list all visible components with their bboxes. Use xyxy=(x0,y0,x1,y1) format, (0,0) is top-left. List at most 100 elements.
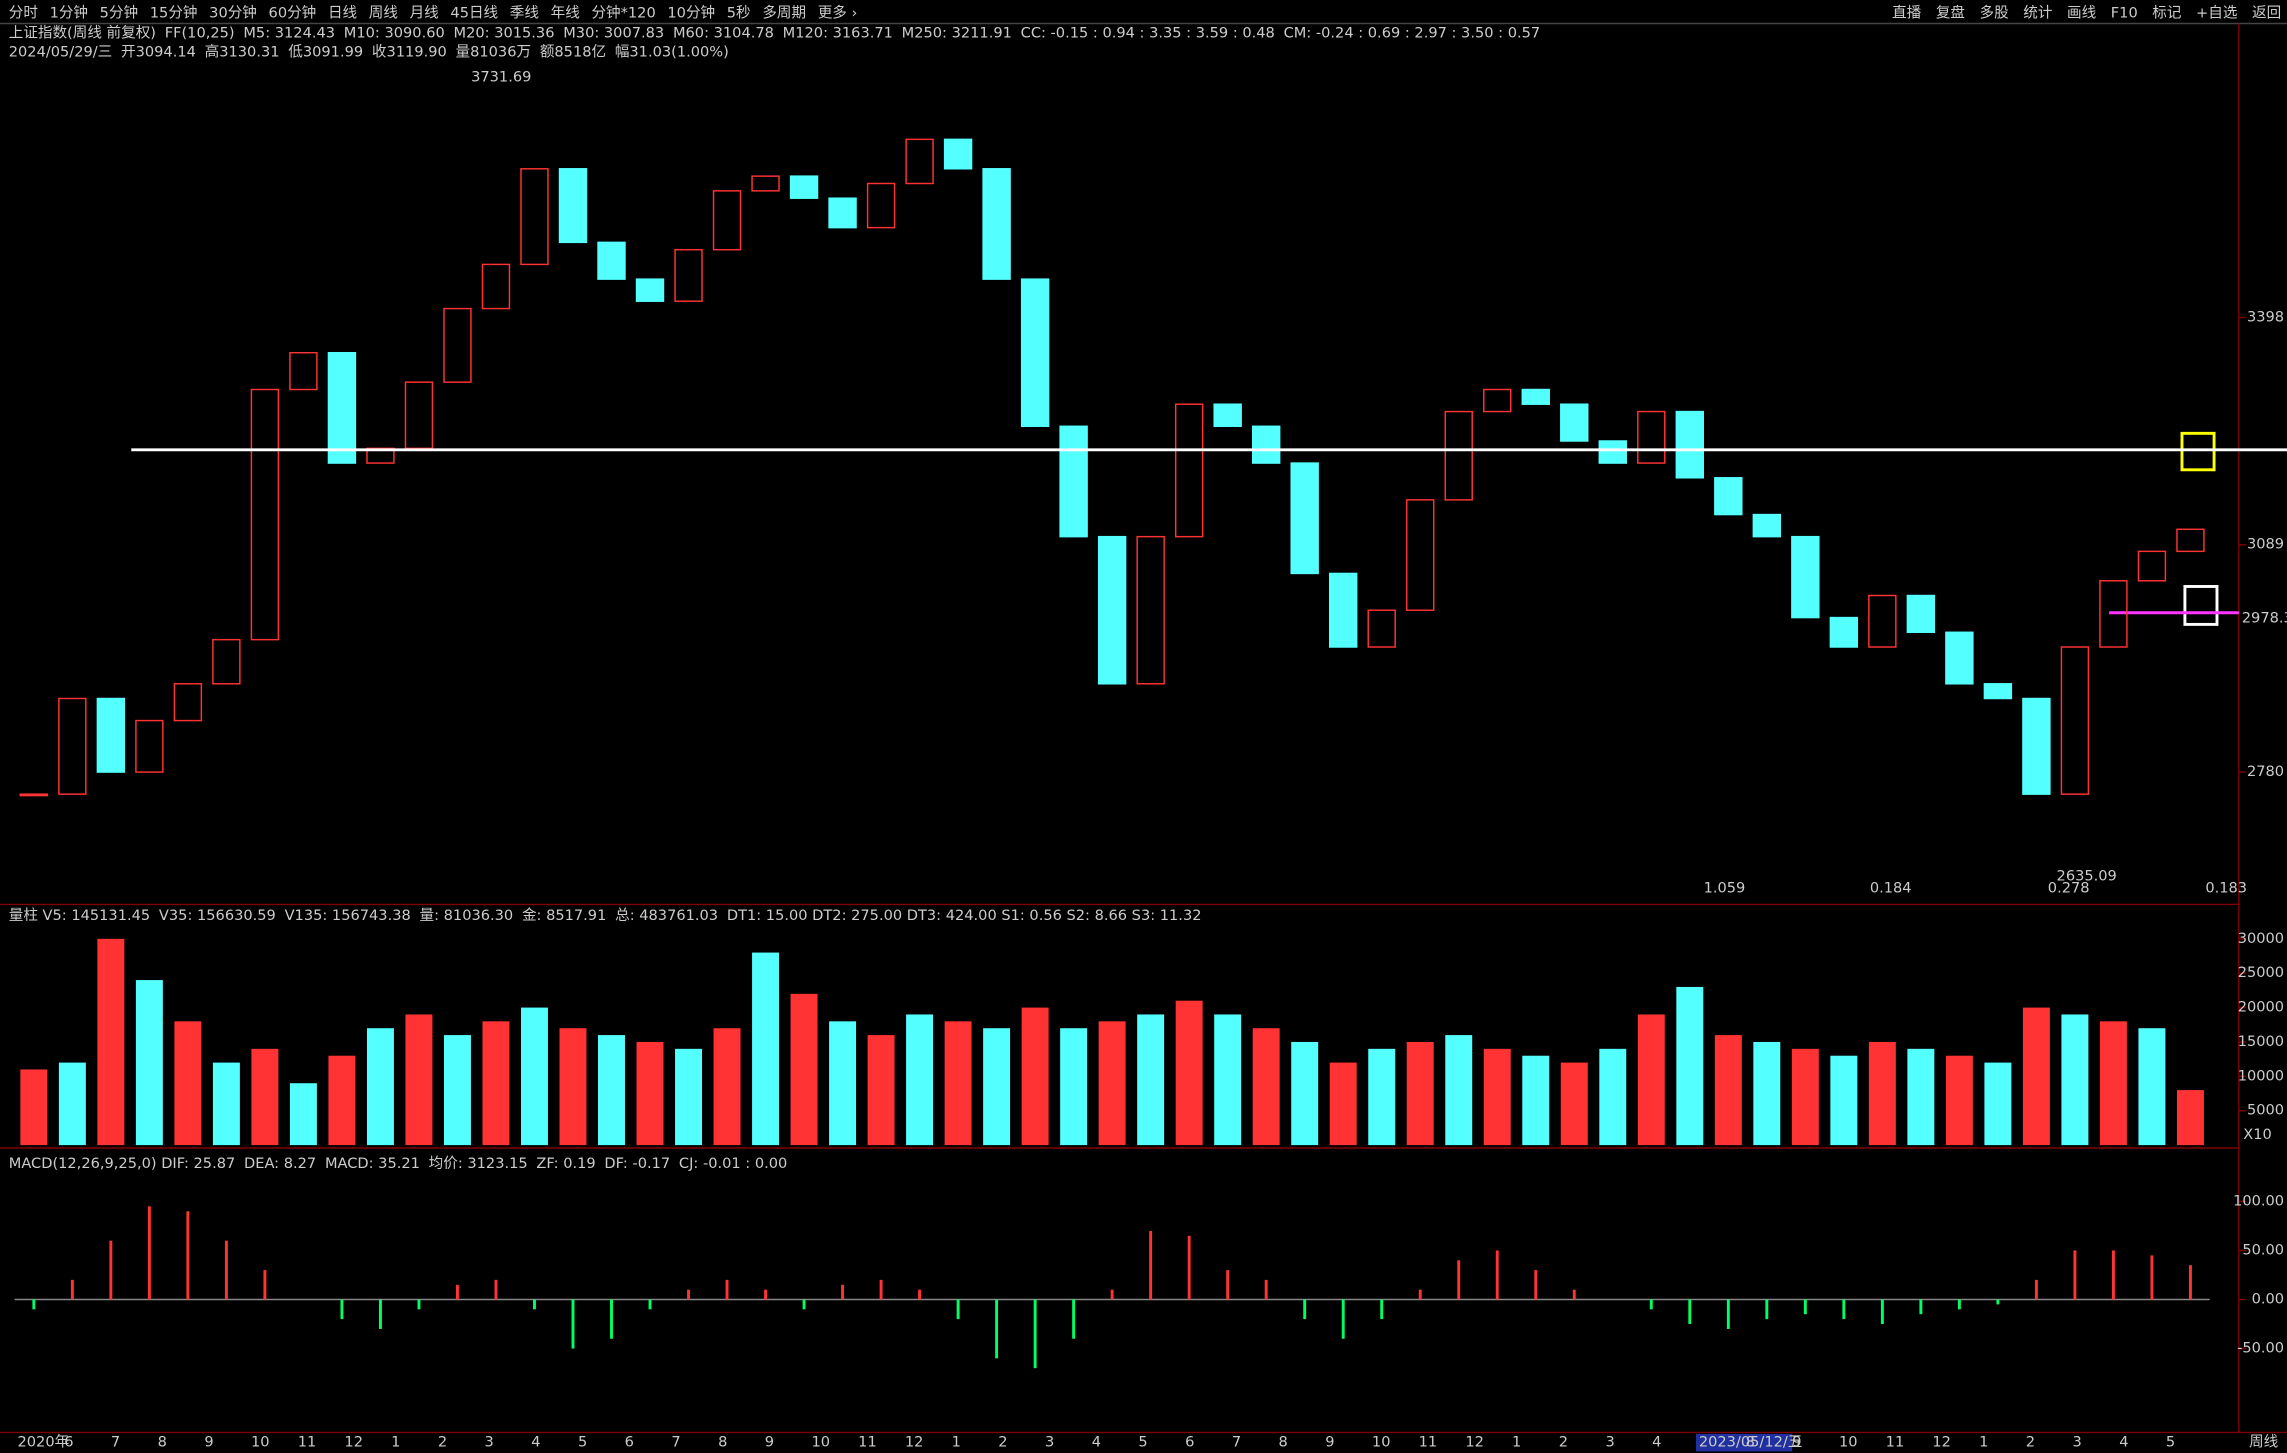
info-text: M20: 3015.36 xyxy=(454,25,555,42)
panel-header: DEA: 8.27 xyxy=(244,1155,316,1172)
macd-bar xyxy=(802,1299,806,1310)
macd-bar xyxy=(147,1206,151,1300)
x-tick-label: 7 xyxy=(671,1434,680,1451)
volume-bar xyxy=(944,1021,972,1146)
info-text: CM: -0.24 : 0.69 : 2.97 : 3.50 : 0.57 xyxy=(1284,25,1541,42)
macd-bar xyxy=(1996,1299,2000,1305)
volume-bar xyxy=(1060,1028,1088,1146)
toolbar-button[interactable]: 画线 xyxy=(2067,4,2097,21)
volume-bar xyxy=(1214,1014,1242,1146)
macd-bar xyxy=(918,1289,922,1300)
macd-bar xyxy=(186,1211,190,1300)
candle xyxy=(58,697,87,795)
candle xyxy=(635,278,665,302)
x-tick-label: 3 xyxy=(1605,1434,1614,1451)
volume-bar xyxy=(1329,1062,1357,1146)
candle xyxy=(481,263,511,310)
volume-bar xyxy=(1560,1062,1588,1146)
x-tick-label: 5 xyxy=(2166,1434,2175,1451)
period-label: 周线 xyxy=(2249,1434,2279,1451)
info-text: 幅31.03(1.00%) xyxy=(615,44,729,61)
toolbar-tab[interactable]: 5秒 xyxy=(727,4,751,21)
volume-bar xyxy=(174,1021,202,1146)
macd-bar xyxy=(1418,1289,1422,1300)
toolbar-button[interactable]: +自选 xyxy=(2196,4,2238,21)
toolbar-tab[interactable]: 45日线 xyxy=(450,4,498,21)
volume-bar xyxy=(1522,1055,1550,1146)
toolbar-tab[interactable]: 5分钟 xyxy=(100,4,138,21)
candle xyxy=(366,447,395,464)
macd-bar xyxy=(2073,1250,2077,1300)
toolbar-tab[interactable]: 30分钟 xyxy=(209,4,257,21)
toolbar-tab[interactable]: 分钟*120 xyxy=(591,4,655,21)
toolbar-tab[interactable]: 月线 xyxy=(410,4,440,21)
toolbar-tab[interactable]: 分时 xyxy=(9,4,39,21)
volume-bar xyxy=(559,1028,587,1146)
toolbar-button[interactable]: 复盘 xyxy=(1936,3,1965,21)
y-tick-label: 25000 xyxy=(2238,964,2284,981)
info-text: M5: 3124.43 xyxy=(243,25,335,42)
toolbar-tab[interactable]: 1分钟 xyxy=(50,4,88,21)
x-tick-label: 7 xyxy=(1232,1434,1241,1451)
macd-bar xyxy=(1957,1299,1961,1310)
toolbar-button[interactable]: 返回 xyxy=(2252,4,2281,21)
toolbar-button[interactable]: 多股 xyxy=(1980,4,2010,21)
panel-header: ZF: 0.19 xyxy=(536,1155,595,1172)
y-tick-label: 30000 xyxy=(2238,930,2284,947)
macd-bar xyxy=(1880,1299,1884,1325)
volume-bar xyxy=(2176,1090,2204,1146)
macd-bar xyxy=(1072,1299,1076,1339)
x-tick-label: 2 xyxy=(1559,1434,1568,1451)
volume-bar xyxy=(135,980,163,1146)
toolbar-tab[interactable]: 日线 xyxy=(328,4,358,21)
toolbar-tab[interactable]: 周线 xyxy=(369,4,399,21)
macd-bar xyxy=(725,1279,729,1300)
toolbar-tab[interactable]: 15分钟 xyxy=(150,4,198,21)
info-text: 量81036万 xyxy=(456,44,532,61)
candle xyxy=(1675,410,1705,479)
toolbar-tab[interactable]: 60分钟 xyxy=(269,4,317,21)
x-tick-label: 7 xyxy=(111,1434,120,1451)
macd-bar xyxy=(70,1279,74,1300)
macd-bar xyxy=(1457,1260,1461,1300)
candle xyxy=(135,719,164,773)
toolbar-tab[interactable]: 年线 xyxy=(551,4,581,21)
macd-bar xyxy=(1572,1289,1576,1300)
candle xyxy=(1251,425,1281,464)
candle xyxy=(1328,572,1358,648)
candle xyxy=(1637,410,1666,464)
candle xyxy=(2099,580,2128,648)
toolbar-tab[interactable]: 更多 › xyxy=(818,4,858,21)
macd-bar xyxy=(571,1299,575,1349)
x-tick-label: 1 xyxy=(1512,1434,1521,1451)
toolbar-button[interactable]: 直播 xyxy=(1892,4,1922,21)
toolbar-button[interactable]: 标记 xyxy=(2152,4,2182,21)
toolbar-button[interactable]: 统计 xyxy=(2023,4,2052,21)
toolbar-tab[interactable]: 多周期 xyxy=(762,4,806,21)
macd-bar xyxy=(2188,1265,2192,1300)
macd-bar xyxy=(1264,1279,1268,1300)
x-tick-label: 6 xyxy=(1185,1434,1194,1451)
x-tick-label: 12 xyxy=(905,1434,924,1451)
toolbar-tab[interactable]: 10分钟 xyxy=(667,4,715,21)
macd-bar xyxy=(1726,1299,1730,1329)
x-tick-label: 10 xyxy=(811,1434,830,1451)
x-tick-label: 9 xyxy=(1792,1434,1801,1451)
macd-bar xyxy=(1303,1299,1307,1320)
volume-bar xyxy=(20,1069,48,1146)
x-tick-label: 5 xyxy=(578,1434,587,1451)
toolbar-tab[interactable]: 季线 xyxy=(510,4,540,21)
info-text: M60: 3104.78 xyxy=(673,25,774,42)
macd-bar xyxy=(1033,1299,1037,1369)
x-tick-label: 2023/05/12/五 xyxy=(1699,1434,1803,1451)
info-text: 2024/05/29/三 xyxy=(9,44,113,61)
x-tick-label: 6 xyxy=(625,1434,634,1451)
volume-bar xyxy=(1868,1041,1896,1146)
toolbar-button[interactable]: F10 xyxy=(2111,4,2138,21)
x-tick-label: 9 xyxy=(204,1434,213,1451)
volume-bar xyxy=(212,1062,240,1146)
candle xyxy=(1752,513,1782,538)
candle xyxy=(943,138,973,170)
volume-bar xyxy=(521,1007,548,1146)
panel-header: 金: 8517.91 xyxy=(522,907,606,924)
